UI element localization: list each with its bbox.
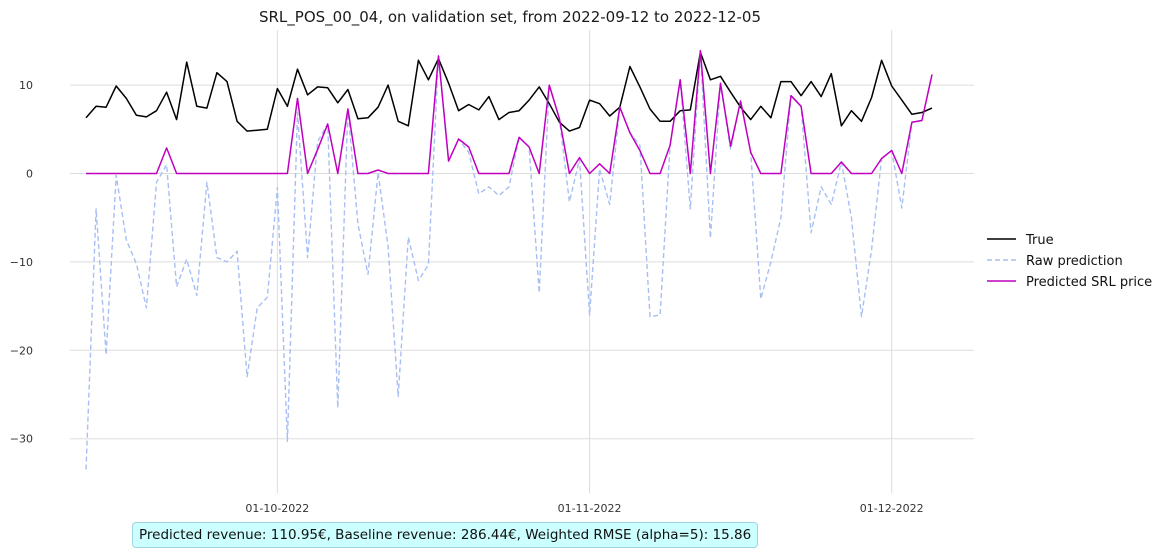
series-lines [85,49,933,470]
series-line-true [85,51,933,132]
y-tick-label: 10 [19,79,33,92]
x-tick-label: 01-12-2022 [860,502,924,515]
grid [70,30,974,493]
y-tick-label: −10 [10,256,33,269]
y-tick-label: 0 [26,168,33,181]
x-tick-label: 01-11-2022 [558,502,622,515]
legend-label: Predicted SRL price [1026,275,1152,290]
y-tick-label: −30 [10,433,33,446]
summary-text: Predicted revenue: 110.95€, Baseline rev… [139,527,752,543]
legend-label: Raw prediction [1026,254,1123,269]
y-tick-label: −20 [10,344,33,357]
series-line-predicted-srl-price [86,49,933,175]
y-axis-ticks: 10 0 −10 −20 −30 [10,79,33,446]
legend: True Raw prediction Predicted SRL price [987,233,1152,290]
x-tick-label: 01-10-2022 [245,502,309,515]
chart-title: SRL_POS_00_04, on validation set, from 2… [259,8,761,27]
summary-box: Predicted revenue: 110.95€, Baseline rev… [132,522,759,548]
series-line-raw-prediction [85,49,933,470]
legend-label: True [1025,233,1054,248]
x-axis-ticks: 01-10-2022 01-11-2022 01-12-2022 [245,502,923,515]
